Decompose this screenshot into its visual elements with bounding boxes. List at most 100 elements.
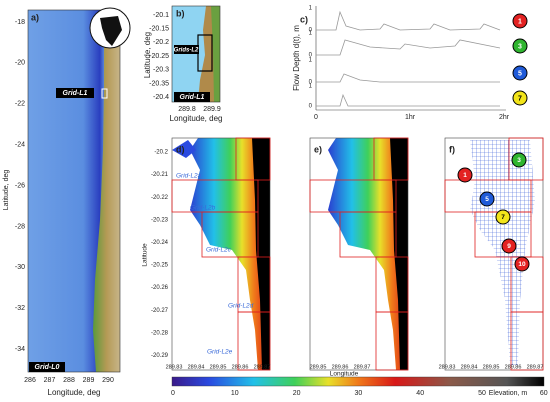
- y-tick-label: -18: [15, 19, 25, 26]
- y-tick-label: -20.1: [153, 12, 169, 19]
- panel-label: f): [449, 144, 455, 154]
- x-tick-label: 289.83: [439, 364, 456, 370]
- y-tick-label: -20.24: [151, 240, 169, 246]
- gauge-marker: [501, 238, 517, 254]
- y-tick-label: 0: [309, 80, 313, 86]
- y-tick-label: -20.26: [151, 285, 169, 291]
- y-tick-label: -20.2: [153, 39, 169, 46]
- gauge-label: 5: [485, 196, 489, 203]
- y-tick-label: -20.22: [151, 195, 169, 201]
- x-tick-label: 289.85: [310, 364, 327, 370]
- y-tick-label: 0: [309, 28, 313, 34]
- grid-label: Grids-L2: [174, 48, 199, 54]
- y-tick-label: 1: [309, 6, 313, 12]
- gauge-label: 9: [507, 243, 511, 250]
- panel-label: c): [300, 14, 308, 24]
- map-b: [171, 5, 221, 103]
- y-tick-label: -20.23: [151, 217, 169, 223]
- x-tick-label: 289.86: [505, 364, 522, 370]
- gauge-marker: [514, 256, 530, 272]
- y-tick-label: 0: [309, 104, 313, 110]
- trace-chart: [315, 6, 506, 111]
- y-axis-label: Latitude, deg: [3, 170, 10, 211]
- grid-label: Grid-L2b: [190, 205, 216, 212]
- x-tick-label: 286: [24, 377, 36, 384]
- colorbar-label: Elevation, m: [489, 390, 528, 397]
- gauge-marker: [512, 90, 528, 106]
- y-tick-label: -20.3: [153, 67, 169, 74]
- x-tick-label: 288: [63, 377, 75, 384]
- map-a: [27, 7, 131, 373]
- gauge-marker: [512, 65, 528, 81]
- colorbar-tick-label: 40: [416, 390, 424, 397]
- y-tick-label: -20.25: [151, 263, 169, 269]
- gauge-label: 1: [463, 172, 467, 179]
- y-tick-label: 0: [309, 53, 313, 59]
- x-tick-label: 290: [102, 377, 114, 384]
- map-d: [171, 137, 271, 371]
- y-tick-label: -34: [15, 346, 25, 353]
- colorbar-tick-label: 20: [293, 390, 301, 397]
- grid-label: Grid-L2a: [176, 173, 202, 180]
- colorbar: [171, 376, 545, 387]
- panel-label: d): [176, 144, 185, 154]
- x-tick-label: 289.87: [527, 364, 544, 370]
- gauge-label: 5: [518, 70, 522, 77]
- colorbar-tick-label: 0: [171, 390, 175, 397]
- x-tick-label: 289.8: [178, 106, 196, 113]
- y-tick-label: -32: [15, 305, 25, 312]
- y-tick-label: -20.25: [149, 53, 169, 60]
- gauge-marker: [495, 209, 511, 225]
- y-tick-label: -30: [15, 264, 25, 271]
- y-axis-label: Latitude, deg: [143, 32, 152, 78]
- gauge-label: 3: [518, 43, 522, 50]
- gauge-label: 7: [518, 95, 522, 102]
- gauge-label: 3: [517, 157, 521, 164]
- y-tick-label: -20.21: [151, 172, 169, 178]
- colorbar-tick-label: 60: [540, 390, 548, 397]
- x-tick-label: 1hr: [405, 114, 416, 121]
- gauge-label: 10: [518, 261, 526, 268]
- x-axis-label: Longitude: [330, 371, 359, 378]
- gauge-marker: [512, 38, 528, 54]
- x-tick-label: 289.87: [254, 364, 271, 370]
- grid-label: Grid-L2d: [228, 303, 254, 310]
- y-tick-label: 1: [309, 31, 313, 37]
- grid-label: Grid-L0: [35, 364, 60, 371]
- y-tick-label: -20.27: [151, 308, 169, 314]
- map-e: [309, 137, 409, 371]
- x-tick-label: 289: [83, 377, 95, 384]
- y-tick-label: -20: [15, 60, 25, 67]
- gauge-marker: [457, 167, 473, 183]
- y-tick-label: -20.35: [149, 80, 169, 87]
- grid-label: Grid-L1: [63, 90, 88, 97]
- x-tick-label: 289.86: [232, 364, 249, 370]
- x-tick-label: 289.87: [354, 364, 371, 370]
- grid-label: Grid-L1: [180, 94, 205, 101]
- y-tick-label: -20.2: [154, 150, 168, 156]
- y-axis-label: Latitude: [142, 243, 149, 267]
- gauge-marker: [479, 191, 495, 207]
- gauge-marker: [512, 13, 528, 29]
- x-tick-label: 287: [44, 377, 56, 384]
- panel-label: e): [314, 144, 322, 154]
- y-tick-label: -20.15: [149, 26, 169, 33]
- x-tick-label: 2hr: [499, 114, 510, 121]
- y-tick-label: -20.28: [151, 330, 169, 336]
- panel-label: a): [31, 12, 39, 22]
- panel-label: b): [176, 8, 185, 18]
- colorbar-tick-label: 50: [478, 390, 486, 397]
- y-tick-label: 1: [309, 84, 313, 90]
- grid-label: Grid-L2c: [206, 247, 232, 254]
- grid-label: Grid-L2e: [207, 349, 233, 356]
- y-tick-label: -26: [15, 182, 25, 189]
- y-tick-label: -28: [15, 223, 25, 230]
- x-tick-label: 289.84: [188, 364, 205, 370]
- x-tick-label: 289.84: [461, 364, 478, 370]
- y-tick-label: -22: [15, 101, 25, 108]
- x-axis-label: Longitude, deg: [48, 388, 101, 397]
- gauge-label: 7: [501, 214, 505, 221]
- x-tick-label: 0: [314, 114, 318, 121]
